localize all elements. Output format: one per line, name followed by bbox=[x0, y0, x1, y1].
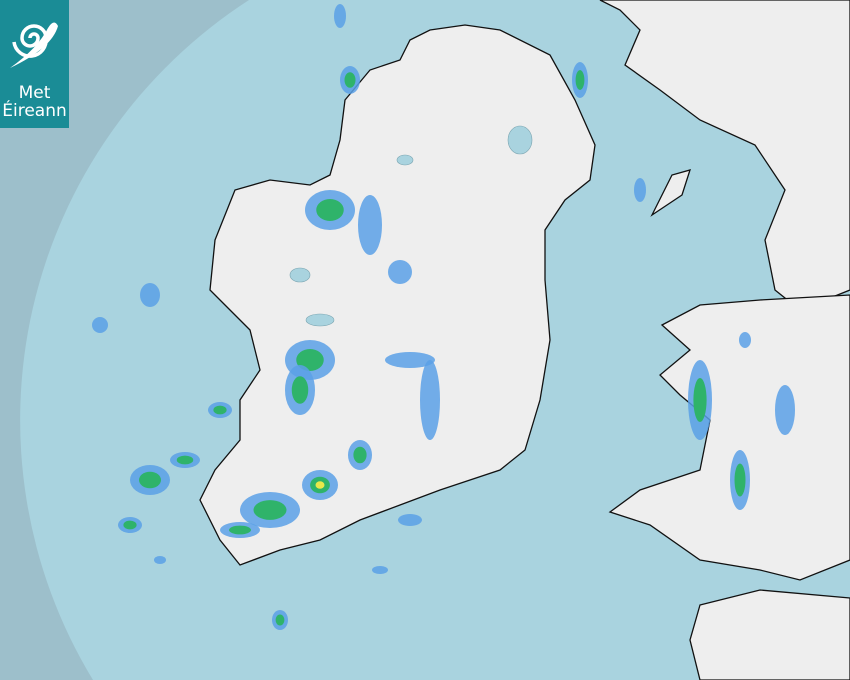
rain-echo bbox=[334, 4, 346, 28]
met-eireann-logo: Met Éireann bbox=[0, 0, 69, 128]
logo-text-eireann: Éireann bbox=[2, 101, 67, 121]
rain-echo bbox=[775, 385, 795, 435]
rain-echo-moderate bbox=[123, 520, 137, 530]
landmass bbox=[199, 0, 850, 680]
cornwall bbox=[689, 589, 850, 680]
swirl-icon bbox=[10, 22, 58, 69]
rain-echo-moderate bbox=[139, 471, 161, 489]
rain-echo-moderate bbox=[176, 455, 194, 465]
rain-echo-moderate bbox=[296, 349, 324, 371]
rain-echo bbox=[92, 317, 108, 333]
rain-echo-moderate bbox=[353, 446, 367, 464]
rain-echo bbox=[739, 332, 751, 348]
logo-text-met: Met bbox=[18, 83, 51, 103]
wales-england bbox=[608, 294, 850, 581]
rain-echo bbox=[634, 178, 646, 202]
rain-echo-moderate bbox=[734, 463, 746, 497]
rain-echoes bbox=[92, 4, 795, 630]
rain-echo-moderate bbox=[316, 199, 344, 221]
rain-echo bbox=[154, 556, 166, 564]
rain-echo-heavy bbox=[315, 481, 325, 489]
rain-echo-moderate bbox=[693, 378, 707, 422]
rain-echo bbox=[358, 195, 382, 255]
rain-echo-moderate bbox=[213, 405, 227, 415]
rain-echo bbox=[420, 360, 440, 440]
isle-of-man bbox=[650, 169, 691, 217]
rain-echo bbox=[372, 566, 388, 574]
rain-echo-moderate bbox=[229, 525, 251, 535]
rain-echo bbox=[140, 283, 160, 307]
rain-echo bbox=[385, 352, 435, 368]
rain-echo-moderate bbox=[275, 614, 285, 626]
rain-echo-moderate bbox=[575, 70, 585, 90]
scotland bbox=[599, 0, 850, 311]
ireland bbox=[199, 24, 596, 566]
rain-echo bbox=[398, 514, 422, 526]
rain-echo-moderate bbox=[253, 500, 287, 520]
lakes bbox=[289, 125, 533, 327]
rain-echo-moderate bbox=[344, 72, 356, 88]
rain-echo-moderate bbox=[291, 376, 309, 404]
rain-echo bbox=[388, 260, 412, 284]
